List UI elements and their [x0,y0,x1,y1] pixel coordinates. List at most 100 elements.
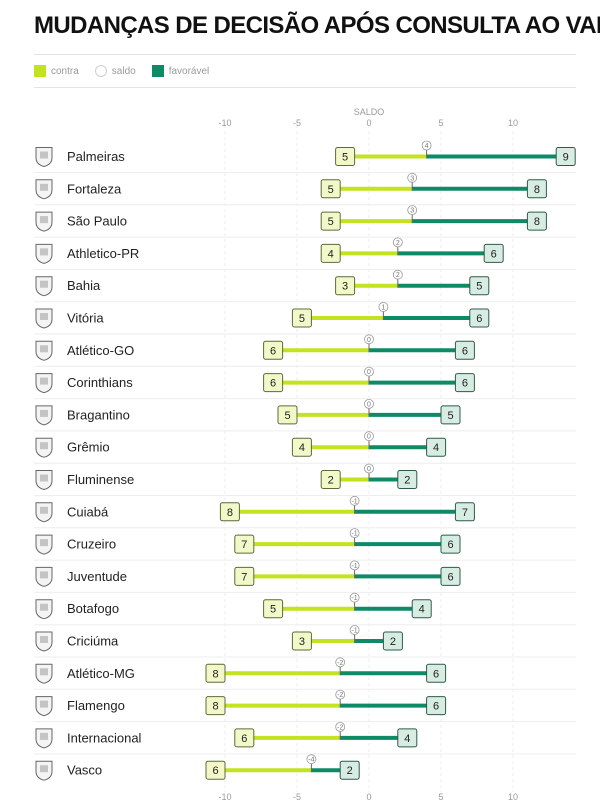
contra-value-box [277,405,298,425]
saldo-value-label: 2 [396,240,400,247]
contra-value-box [234,534,255,554]
legend-label-favoravel: favorável [168,65,210,77]
saldo-marker [421,140,432,151]
crest-emblem [40,539,48,547]
crest-emblem [40,248,48,256]
saldo-marker [407,172,418,183]
contra-value-label: 5 [328,216,334,228]
favoravel-value-box [440,566,461,586]
favoravel-value-label: 6 [462,345,468,357]
favoravel-value-box [454,340,475,360]
team-row: Grêmio 4 4 0 [34,431,576,464]
x-tick-label-top: 10 [508,118,518,128]
crest-emblem [40,313,48,320]
saldo-marker [378,302,389,312]
team-name: Cuiabá [67,504,109,519]
criciuma-crest-icon [35,631,53,652]
saldo-value-label: -2 [337,660,343,667]
crest-emblem [40,345,48,353]
atletico-mg-crest-icon [35,663,53,684]
crest-emblem [40,765,48,773]
legend-swatch-saldo [94,65,107,77]
favoravel-value-box [469,276,490,296]
cuiaba-crest-icon [35,502,53,523]
favoravel-value-box [469,308,490,328]
cruzeiro-crest-icon [35,534,53,555]
favoravel-value-box [411,599,432,619]
legend-divider [34,87,576,88]
favoravel-value-label: 6 [462,378,468,390]
favoravel-value-box [526,179,547,199]
saldo-marker [364,334,374,345]
favoravel-value-box [454,502,475,522]
crest-emblem [40,571,48,579]
favoravel-value-box [426,696,447,716]
x-tick-label-top: -5 [293,118,301,128]
contra-value-label: 6 [241,733,247,745]
crest-emblem [40,442,48,450]
botafogo-crest-icon [35,599,53,620]
contra-value-label: 8 [227,507,233,519]
team-row: Vitória 5 6 1 [34,302,576,335]
favoravel-value-label: 6 [491,248,497,260]
team-row: Corinthians 6 6 0 [34,366,576,400]
saldo-marker [364,366,374,377]
saldo-value-label: 3 [410,208,414,215]
favoravel-value-label: 7 [462,507,468,519]
team-name: Atlético-GO [67,343,134,358]
contra-value-label: 5 [270,604,276,616]
contra-value-label: 5 [284,410,290,422]
contra-value-label: 3 [299,636,305,648]
favoravel-value-box [426,437,447,457]
saldo-marker [349,592,360,603]
x-tick-label-top: 0 [366,118,371,128]
team-row: Bahia 3 5 2 [34,269,576,303]
bragantino-crest-icon [35,405,53,426]
x-tick-label-bottom: 5 [438,792,443,802]
saldo-marker [335,657,346,668]
favoravel-value-label: 8 [534,184,540,196]
team-row: São Paulo 5 8 3 [34,205,576,238]
saldo-value-label: -1 [351,531,357,538]
vitoria-crest-icon [35,308,53,329]
team-name: Corinthians [67,375,133,390]
contra-value-box [335,147,356,166]
team-row: Fluminense 2 2 0 [34,463,576,496]
crest-emblem [40,151,48,159]
team-name: Atlético-MG [67,666,135,681]
team-name: Criciúma [67,634,119,649]
favoravel-value-label: 6 [433,701,439,713]
contra-value-box [263,599,284,619]
team-row: Internacional 6 4 -2 [34,722,576,755]
team-name: Palmeiras [67,149,125,164]
favoravel-value-label: 4 [404,733,410,745]
crest-emblem [40,474,48,482]
saldo-marker [349,625,360,635]
team-row: Bragantino 5 5 0 [34,398,576,432]
team-name: Cruzeiro [67,537,116,552]
legend: contra saldo favorável [34,64,225,78]
favoravel-value-label: 5 [476,281,482,293]
x-tick-label-top: -10 [218,118,231,128]
contra-value-label: 2 [328,475,334,487]
saldo-value-label: 0 [367,401,371,408]
favoravel-value-box [339,760,360,780]
vasco-crest-icon [35,760,53,781]
saldo-marker [364,431,374,442]
favoravel-value-box [454,373,475,393]
contra-value-box [219,502,240,522]
legend-item-contra: contra [34,65,79,77]
contra-value-box [291,308,312,328]
team-name: Vitória [67,311,104,326]
team-row: Cuiabá 8 7 -1 [34,495,576,529]
saldo-value-label: -4 [308,757,314,764]
axis-title: SALDO [354,107,385,117]
saldo-marker [392,237,403,248]
favoravel-value-box [483,243,504,263]
fluminense-crest-icon [35,470,53,491]
contra-value-label: 8 [212,701,218,713]
team-row: Atlético-GO 6 6 0 [34,334,576,367]
chart-title: MUDANÇAS DE DECISÃO APÓS CONSULTA AO VAR [34,12,600,39]
saldo-marker [364,463,374,474]
contra-value-label: 7 [241,571,247,583]
